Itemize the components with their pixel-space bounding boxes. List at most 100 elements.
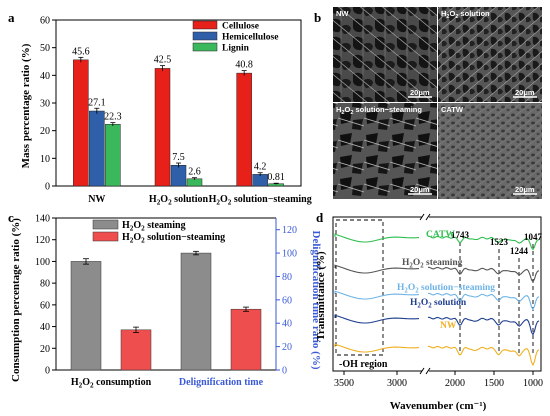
- legend-swatch-c: [92, 219, 119, 230]
- axes-c: 0 20 40 60 80 100 120 140 0 20 40 60 80 100 120 H2O2 co…: [35, 214, 297, 390]
- bar-a: [73, 59, 89, 187]
- series-label-d: H2O2 steaming: [402, 258, 463, 269]
- panel-label-b: b: [314, 10, 321, 25]
- spectrum-left-d: [334, 314, 420, 324]
- scale-text-catw: 20μm: [515, 185, 535, 194]
- series-label-d: H2O2 solution: [410, 298, 467, 309]
- spectrum-left-d: [334, 290, 420, 300]
- spectrum-right-d: [427, 345, 540, 367]
- xtick-label-c: Delignification time: [179, 377, 264, 388]
- legend-label-a: Hemicellulose: [222, 33, 278, 43]
- series-label-d: CATW: [426, 230, 455, 240]
- ytick-right-label-c: 40: [282, 319, 292, 330]
- data-label-a: 7.5: [172, 152, 185, 163]
- plot-frame-d: [332, 216, 542, 372]
- axis-break-d: [419, 367, 425, 375]
- bars-c: [70, 250, 262, 371]
- peak-label-d: 1244: [510, 246, 529, 256]
- series-label-d: NW: [440, 321, 457, 331]
- sem-label-h2o2-solution-steaming: H2O2 solution−steaming: [336, 105, 422, 116]
- panel-c: c Consumption percentage ratio (%) Delig…: [8, 210, 322, 390]
- sem-image-h2o2-solution-steaming: [333, 103, 437, 199]
- spectrum-right-d: [427, 292, 540, 311]
- bar-a: [236, 72, 252, 187]
- bar-c: [230, 308, 262, 371]
- bar-a: [170, 165, 187, 187]
- ytick-left-label-c: 80: [40, 279, 50, 290]
- axis-break-d: [419, 213, 425, 221]
- ytick-right-label-c: 80: [282, 272, 292, 283]
- data-label-a: 2.6: [188, 167, 201, 178]
- data-label-a: 22.3: [104, 112, 122, 123]
- ytick-label-a: 30: [40, 99, 50, 110]
- sem-label-catw: CATW: [441, 105, 464, 114]
- ytick-left-label-c: 120: [35, 235, 50, 246]
- bar-c: [70, 261, 102, 371]
- bar-c: [180, 252, 212, 371]
- ylabel-c-right: Delignification time ratio (%): [310, 231, 322, 370]
- xtick-label-d: 3500: [334, 378, 354, 389]
- data-label-a: 40.8: [235, 60, 253, 71]
- ytick-left-label-c: 0: [45, 366, 50, 377]
- data-label-a: 4.2: [254, 162, 267, 173]
- axis-break-gap-d: [422, 368, 429, 374]
- peak-label-d: 1047: [524, 232, 543, 242]
- spectrum-left-d: [334, 343, 420, 353]
- scale-text-h2o2-solution-steaming: 20μm: [410, 185, 430, 194]
- bar-a: [105, 124, 121, 187]
- ytick-right-label-c: 100: [282, 249, 297, 260]
- ytick-left-label-c: 60: [40, 300, 50, 311]
- ytick-right-label-c: 20: [282, 342, 292, 353]
- ytick-right-label-c: 0: [282, 366, 287, 377]
- xtick-label-d: 1000: [523, 378, 543, 389]
- panel-label-c: c: [8, 210, 14, 225]
- legend-swatch-c: [92, 231, 119, 242]
- bar-a: [252, 174, 268, 187]
- panel-b: b NW H2O2 solution H2O2 solution−steamin…: [314, 7, 542, 199]
- ytick-right-label-c: 60: [282, 295, 292, 306]
- ylabel-c-left: Consumption percentage ratio (%): [10, 218, 22, 382]
- ylabel-a: Mass percentage ratio (%): [20, 43, 32, 168]
- spectrum-left-d: [334, 233, 420, 243]
- peak-label-d: 1743: [451, 230, 470, 240]
- sem-image-catw: [438, 103, 542, 199]
- series-label-d: H2O2 solution−steaming: [397, 283, 495, 294]
- sem-image-nw: [333, 7, 437, 102]
- spectrum-right-d: [427, 266, 540, 283]
- xtick-label-a: NW: [88, 194, 105, 205]
- peak-label-d: 1523: [490, 237, 509, 247]
- ytick-label-a: 20: [40, 126, 50, 137]
- scale-text-nw: 20μm: [410, 88, 430, 97]
- legend-swatch-a: [192, 31, 218, 41]
- legend-label-a: Lignin: [222, 44, 250, 54]
- data-label-a: 0.81: [267, 172, 285, 183]
- xtick-label-d: 2000: [445, 378, 465, 389]
- legend-label-c: H2O2 steaming: [122, 220, 186, 233]
- axis-break-gap-d: [422, 214, 429, 220]
- ytick-label-a: 60: [40, 16, 50, 27]
- curves-d: [334, 233, 540, 367]
- ytick-left-label-c: 20: [40, 344, 50, 355]
- axes-d: 3500 3000 2000 1500 1000 -OH region: [332, 213, 543, 389]
- spectrum-right-d: [427, 235, 540, 251]
- ytick-label-a: 10: [40, 154, 50, 165]
- ytick-right-label-c: 120: [282, 225, 297, 236]
- ytick-label-a: 0: [45, 182, 50, 193]
- scale-text-h2o2-solution: 20μm: [515, 88, 535, 97]
- ytick-left-label-c: 40: [40, 322, 50, 333]
- bar-c: [120, 329, 152, 371]
- spectrum-left-d: [334, 264, 420, 274]
- legend-label-a: Cellulose: [222, 22, 259, 32]
- ytick-left-label-c: 140: [35, 214, 50, 225]
- legend-label-c: H2O2 solution−steaming: [122, 232, 225, 245]
- panel-label-a: a: [8, 10, 15, 25]
- data-label-a: 45.6: [72, 46, 90, 57]
- panel-d: d Transmittance (%) Wavenumber (cm⁻¹) 35…: [315, 210, 543, 412]
- xtick-label-c: H2O2 consumption: [71, 377, 152, 390]
- bars-a: 45.6 27.1 22.3 42.5 7.52.6 40.8 4.20.81: [72, 46, 285, 187]
- sem-label-nw: NW: [336, 9, 349, 18]
